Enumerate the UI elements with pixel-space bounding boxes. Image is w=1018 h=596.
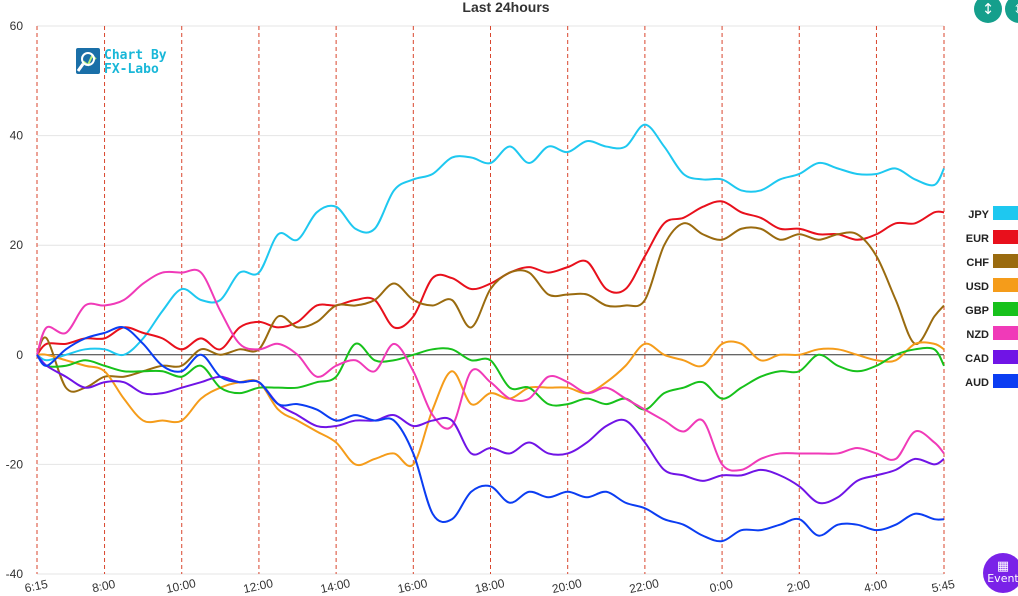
event-button-label: Event bbox=[987, 572, 1018, 585]
expand-vertical-button[interactable]: ⇳ bbox=[1005, 0, 1018, 23]
legend-swatch-cad bbox=[993, 350, 1018, 364]
x-tick-label: 8:00 bbox=[91, 577, 117, 596]
x-tick-label: 10:00 bbox=[165, 576, 198, 596]
event-button[interactable]: ▦ Event bbox=[983, 553, 1018, 593]
legend-swatch-aud bbox=[993, 374, 1018, 388]
legend-label-usd: USD bbox=[966, 281, 989, 293]
x-tick-label: 2:00 bbox=[786, 577, 812, 596]
expand-vertical-icon: ⇳ bbox=[1013, 0, 1018, 18]
x-tick-label: 22:00 bbox=[628, 576, 661, 596]
series-line-eur bbox=[36, 200, 945, 356]
legend-label-gbp: GBP bbox=[965, 305, 989, 317]
legend-label-cad: CAD bbox=[965, 353, 989, 365]
series-lines bbox=[36, 123, 945, 543]
series-line-aud bbox=[36, 326, 945, 543]
chart-title: Last 24hours bbox=[462, 0, 549, 15]
y-tick-label: 60 bbox=[10, 19, 24, 33]
x-tick-label: 0:00 bbox=[708, 577, 734, 596]
y-tick-label: 40 bbox=[10, 129, 24, 143]
compress-vertical-icon: ↕ bbox=[981, 0, 995, 18]
legend-swatch-gbp bbox=[993, 302, 1018, 316]
y-tick-label: 0 bbox=[16, 348, 23, 362]
series-line-jpy bbox=[36, 123, 945, 362]
compress-vertical-button[interactable]: ↕ bbox=[974, 0, 1002, 23]
series-line-usd bbox=[36, 340, 945, 468]
x-tick-label: 20:00 bbox=[551, 576, 584, 596]
legend-swatch-nzd bbox=[993, 326, 1018, 340]
legend-label-chf: CHF bbox=[966, 257, 989, 269]
x-tick-label: 6:15 bbox=[23, 577, 49, 596]
series-line-cad bbox=[36, 354, 945, 505]
logo-text-line1: Chart By bbox=[104, 48, 167, 63]
legend-swatch-jpy bbox=[993, 206, 1018, 220]
dashed-time-markers bbox=[36, 26, 945, 574]
x-tick-label: 18:00 bbox=[474, 576, 507, 596]
legend-swatch-usd bbox=[993, 278, 1018, 292]
series-line-chf bbox=[36, 222, 945, 393]
x-tick-label: 14:00 bbox=[319, 576, 352, 596]
legend[interactable]: JPY EUR CHF USD GBP NZD CAD AUD bbox=[965, 206, 1018, 389]
legend-swatch-chf bbox=[993, 254, 1018, 268]
x-tick-label: 16:00 bbox=[396, 576, 429, 596]
y-tick-label: 20 bbox=[10, 238, 24, 252]
calendar-icon: ▦ bbox=[996, 559, 1010, 574]
logo-text-line2: FX-Labo bbox=[104, 62, 159, 77]
legend-swatch-eur bbox=[993, 230, 1018, 244]
series-line-gbp bbox=[36, 342, 945, 411]
x-tick-label: 12:00 bbox=[242, 576, 275, 596]
y-tick-label: -40 bbox=[6, 567, 24, 581]
fx-labo-logo: Chart By FX-Labo bbox=[76, 48, 167, 77]
y-axis-ticks: 60 40 20 0 -20 -40 bbox=[6, 19, 24, 581]
legend-label-jpy: JPY bbox=[968, 209, 989, 221]
x-tick-label: 4:00 bbox=[863, 577, 889, 596]
legend-label-aud: AUD bbox=[965, 377, 989, 389]
y-tick-label: -20 bbox=[6, 457, 24, 471]
magnifier-chart-icon bbox=[76, 48, 100, 74]
series-line-nzd bbox=[36, 268, 945, 472]
x-axis-ticks: 6:15 8:00 10:00 12:00 14:00 16:00 18:00 20:00 22… bbox=[23, 576, 956, 596]
legend-label-eur: EUR bbox=[966, 233, 989, 245]
x-tick-label: 5:45 bbox=[930, 577, 956, 596]
legend-label-nzd: NZD bbox=[966, 329, 989, 341]
